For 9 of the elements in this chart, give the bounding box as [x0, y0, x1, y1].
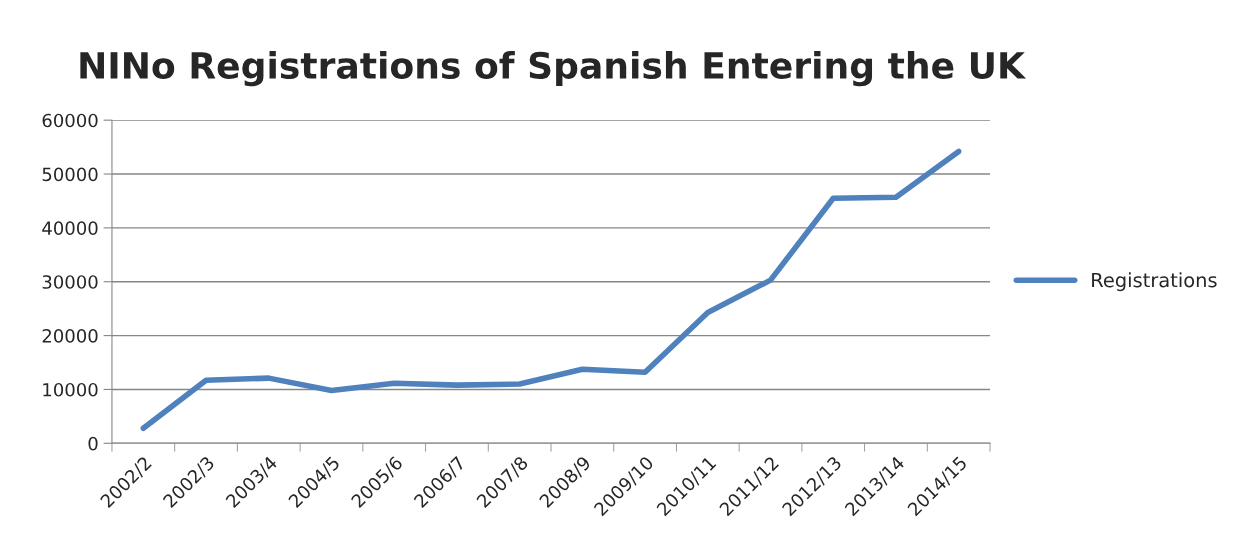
y-tick-label: 20000 — [42, 329, 98, 343]
chart-title: NINo Registrations of Spanish Entering the UK — [80, 51, 1027, 87]
y-tick-label: 50000 — [42, 167, 98, 182]
y-tick-label: 30000 — [42, 275, 98, 289]
y-tick-label: 0 — [88, 436, 98, 451]
y-tick-label: 40000 — [42, 221, 98, 235]
legend-label: Registrations — [1092, 272, 1217, 292]
y-tick-label: 10000 — [43, 382, 98, 397]
y-tick-label: 60000 — [42, 113, 98, 128]
